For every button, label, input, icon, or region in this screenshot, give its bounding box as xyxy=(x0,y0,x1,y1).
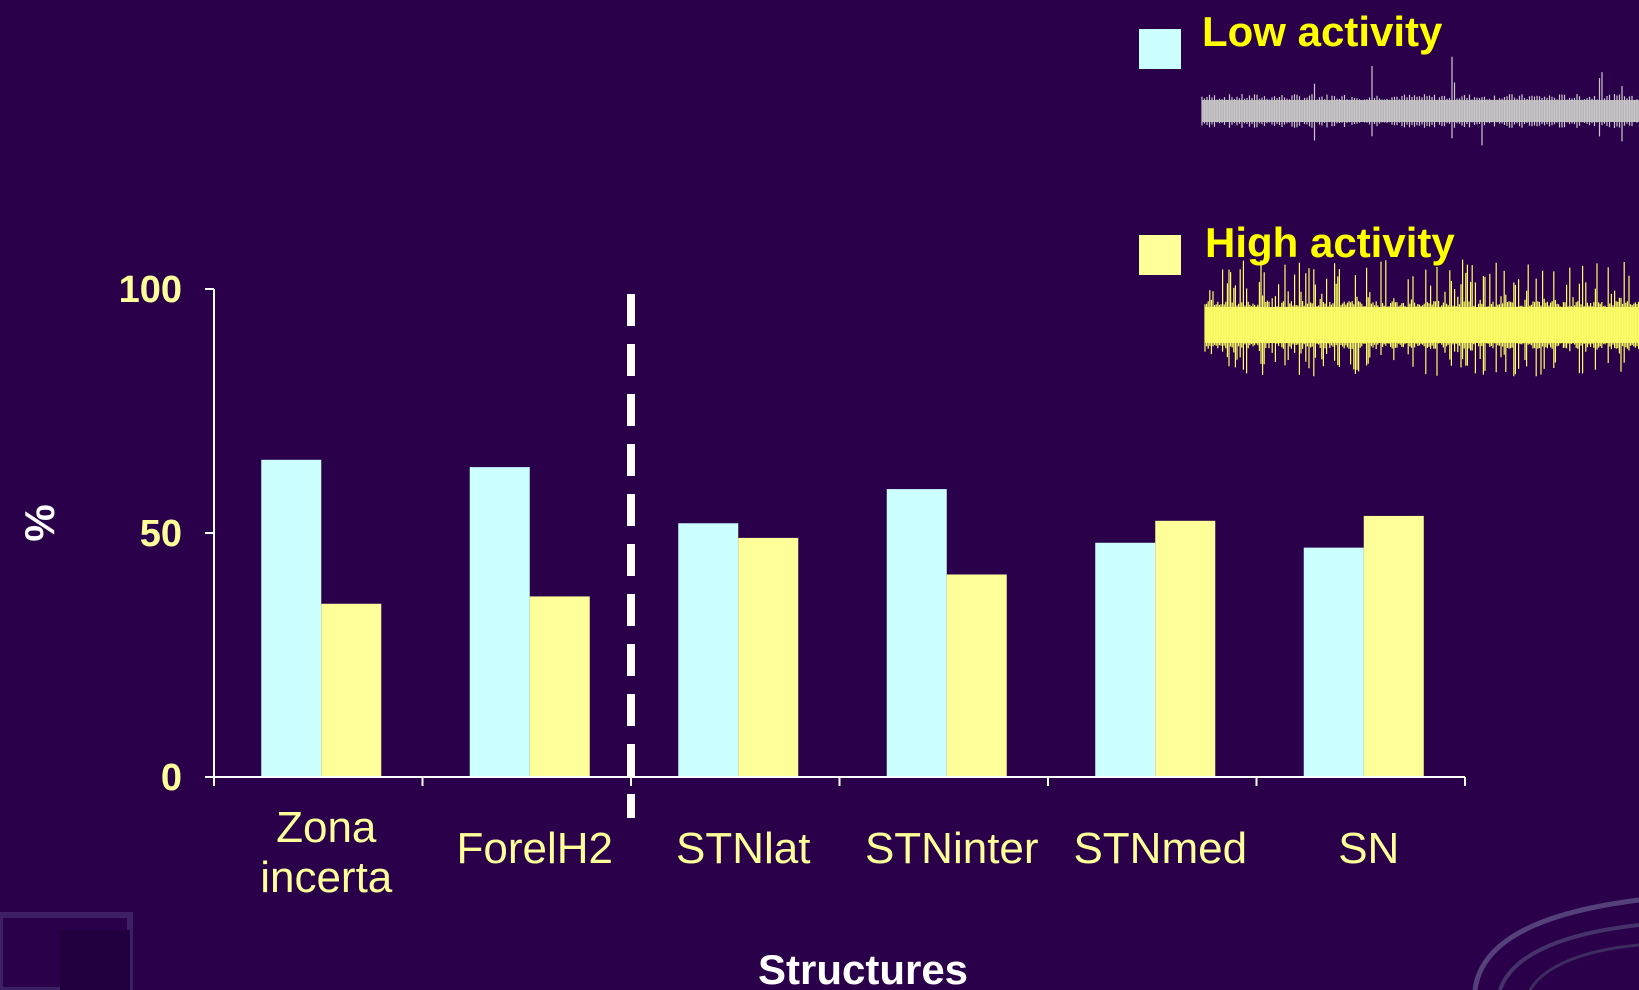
x-tick-label: STNmed xyxy=(1073,824,1247,873)
axis-ticks xyxy=(205,288,1466,786)
x-tick-label: SN xyxy=(1338,824,1399,873)
bar-high-zona-incerta xyxy=(321,603,382,777)
x-tick-label: Zona xyxy=(276,803,377,852)
bar-low-stnlat xyxy=(678,523,739,777)
legend: Low activity High activity xyxy=(1139,8,1639,377)
legend-label-low-activity: Low activity xyxy=(1202,8,1443,55)
x-tick-label: incerta xyxy=(260,853,393,902)
bar-low-zona-incerta xyxy=(261,459,322,777)
bar-low-sn xyxy=(1303,547,1364,777)
bar-high-stnlat xyxy=(738,537,799,777)
x-tick-label: STNlat xyxy=(676,824,810,873)
bar-high-stninter xyxy=(946,574,1007,777)
decorative-corner-bottom-right xyxy=(1472,897,1639,990)
y-tick-label: 100 xyxy=(119,269,182,311)
y-tick-label: 50 xyxy=(140,513,182,555)
bar-high-forelh2 xyxy=(529,596,590,777)
legend-label-high-activity: High activity xyxy=(1205,219,1455,266)
x-tick-label: STNinter xyxy=(865,824,1039,873)
decorative-corner-bottom-left xyxy=(0,912,133,990)
bar-low-stnmed xyxy=(1095,542,1156,777)
bars-group xyxy=(261,459,1424,777)
bar-low-stninter xyxy=(886,489,947,777)
y-tick-label: 0 xyxy=(161,757,182,799)
y-axis-title: % xyxy=(16,504,63,541)
bar-low-forelh2 xyxy=(469,467,530,777)
bar-high-stnmed xyxy=(1155,520,1216,777)
x-tick-label: ForelH2 xyxy=(457,824,614,873)
legend-swatch-low-activity xyxy=(1139,29,1181,69)
bar-high-sn xyxy=(1363,515,1424,777)
legend-swatch-high-activity xyxy=(1139,235,1181,275)
y-tick-labels: 0 50 100 xyxy=(119,269,182,799)
high-activity-spike-trace xyxy=(1204,259,1639,377)
trace-spikes xyxy=(1201,56,1638,146)
x-axis-title: Structures xyxy=(758,946,968,990)
trace-spikes xyxy=(1204,259,1639,377)
low-activity-spike-trace xyxy=(1201,56,1639,146)
